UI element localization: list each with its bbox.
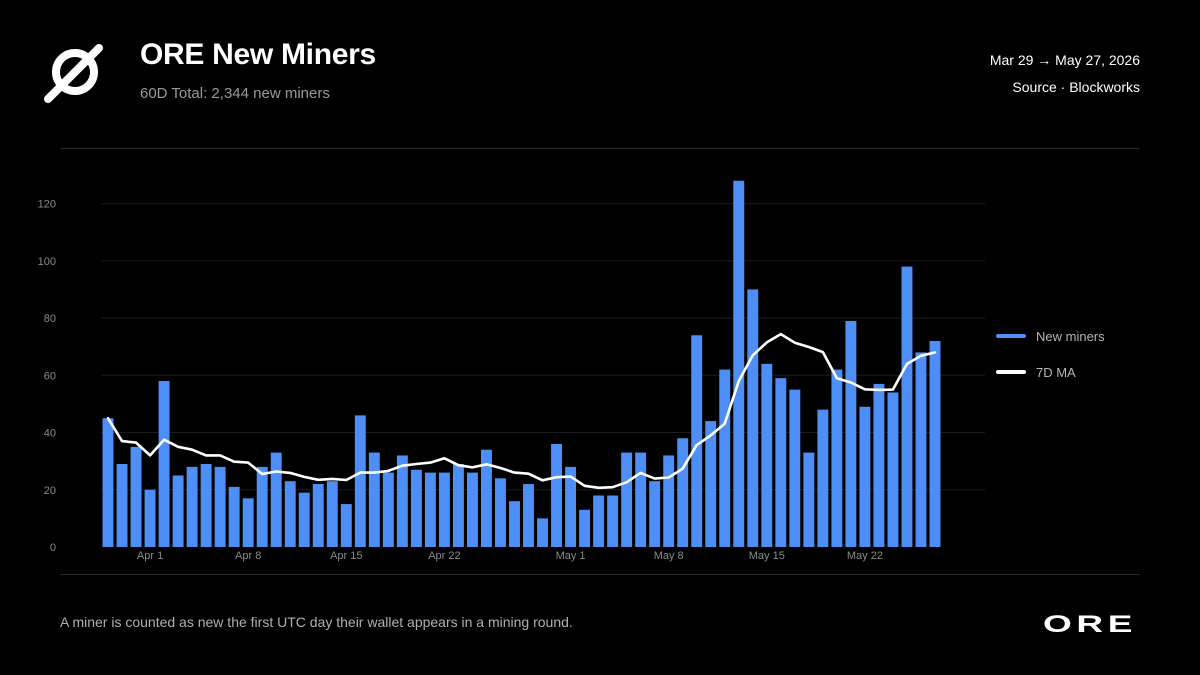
bar: [733, 180, 745, 547]
y-tick-label: 0: [50, 542, 56, 554]
x-tick-label: Apr 8: [235, 550, 261, 562]
bar: [340, 504, 352, 547]
bar: [509, 501, 520, 547]
y-tick-label: 80: [44, 313, 56, 325]
chart-legend: New miners 7D MA: [996, 326, 1105, 398]
bar: [691, 335, 703, 547]
bar: [102, 418, 114, 547]
brand-text: ORE: [1043, 612, 1137, 636]
bar: [298, 492, 310, 547]
y-tick-label: 100: [38, 256, 56, 268]
bar: [789, 389, 801, 547]
bar: [326, 481, 338, 547]
bar: [130, 446, 142, 547]
bar: [200, 464, 212, 547]
bar: [214, 466, 226, 547]
bottom-divider: [60, 574, 1140, 575]
bar: [803, 452, 815, 547]
bar: [495, 478, 506, 547]
ore-wordmark: ORE: [1043, 612, 1137, 636]
legend-item-new-miners: New miners: [996, 326, 1105, 346]
bar: [312, 484, 324, 547]
bar: [761, 363, 773, 547]
bar: [228, 486, 240, 547]
bar: [480, 449, 492, 547]
y-tick-label: 40: [44, 428, 56, 440]
y-tick-label: 60: [44, 370, 56, 382]
y-tick-label: 20: [44, 485, 56, 497]
page-subtitle: 60D Total: 2,344 new miners: [140, 85, 330, 102]
bar: [929, 340, 941, 547]
bar: [705, 421, 717, 547]
bar: [242, 498, 254, 547]
bar: [172, 475, 184, 547]
bar: [915, 352, 927, 547]
x-tick-label: May 8: [654, 550, 684, 562]
x-tick-label: May 1: [556, 550, 586, 562]
legend-label: New miners: [1036, 328, 1105, 344]
y-tick-label: 120: [38, 199, 56, 211]
bar: [873, 383, 885, 547]
bar: [382, 472, 394, 547]
x-tick-label: May 22: [847, 550, 883, 562]
bar: [677, 438, 689, 547]
ore-logo-icon: [44, 44, 103, 103]
bar: [887, 392, 899, 547]
bar: [256, 466, 268, 547]
bar: [901, 266, 913, 547]
bar: [621, 452, 633, 547]
bar: [649, 481, 661, 547]
bar: [607, 495, 619, 547]
x-tick-label: Apr 22: [428, 550, 460, 562]
bar: [551, 443, 563, 547]
bar: [523, 484, 534, 547]
page-title: ORE New Miners: [140, 38, 376, 71]
legend-swatch-bar: [996, 334, 1026, 338]
top-divider: [60, 148, 1140, 149]
bar: [410, 469, 422, 547]
bar: [593, 495, 605, 547]
bar: [775, 378, 787, 547]
bar: [817, 409, 829, 547]
bar: [144, 489, 156, 547]
legend-swatch-line: [996, 370, 1026, 374]
bar: [438, 472, 450, 547]
bar: [859, 406, 871, 547]
legend-item-7d-ma: 7D MA: [996, 362, 1105, 382]
bar: [831, 369, 843, 547]
bar: [537, 518, 548, 547]
bar: [452, 464, 464, 547]
x-tick-label: Apr 15: [330, 550, 362, 562]
bar: [186, 466, 198, 547]
bar: [396, 455, 408, 547]
bar: [284, 481, 296, 547]
bar: [635, 452, 647, 547]
bar: [424, 472, 436, 547]
bar: [368, 452, 380, 547]
bar: [354, 415, 366, 547]
bar: [747, 289, 759, 547]
ma-line: [106, 332, 937, 490]
date-range: Mar 29 → May 27, 2026: [989, 52, 1140, 68]
footnote: A miner is counted as new the first UTC …: [60, 614, 573, 630]
x-tick-label: May 15: [749, 550, 785, 562]
bar: [116, 464, 128, 547]
bar: [579, 509, 591, 547]
bar: [158, 381, 170, 547]
bar: [719, 369, 731, 547]
legend-label: 7D MA: [1036, 364, 1076, 380]
bar: [845, 320, 857, 547]
bar: [663, 455, 675, 547]
x-tick-label: Apr 1: [137, 550, 163, 562]
source-credit: Source · Blockworks: [1012, 79, 1140, 95]
bar: [270, 452, 282, 547]
bar: [466, 472, 478, 547]
bar: [565, 466, 577, 547]
